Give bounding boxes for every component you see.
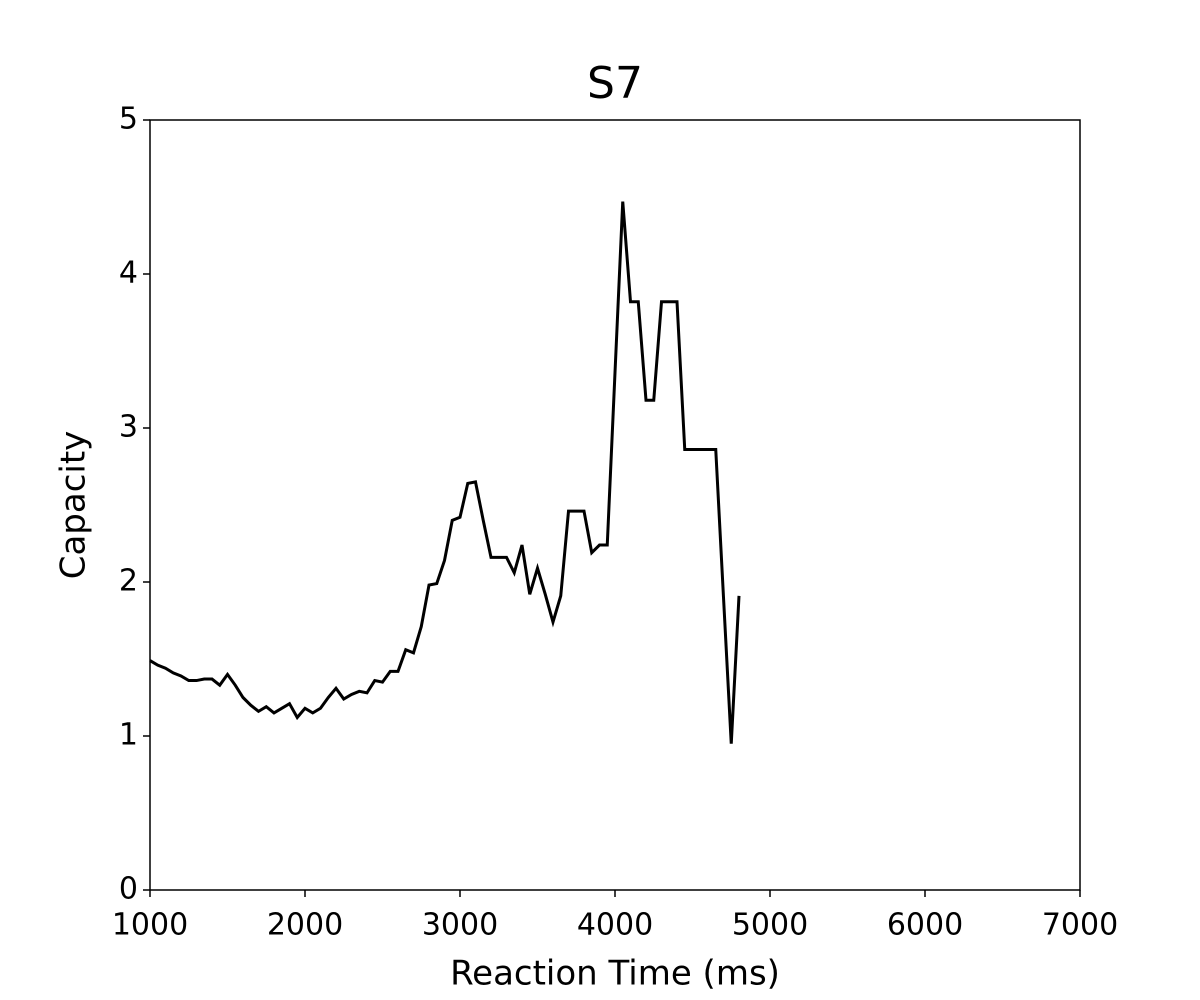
- y-tick-label: 4: [119, 256, 138, 291]
- x-tick-label: 4000: [577, 908, 653, 943]
- y-tick-label: 1: [119, 718, 138, 753]
- y-tick-label: 5: [119, 102, 138, 137]
- x-tick-label: 7000: [1042, 908, 1118, 943]
- x-tick-label: 1000: [112, 908, 188, 943]
- plot-frame: [149, 119, 1081, 891]
- x-tick-label: 3000: [422, 908, 498, 943]
- y-tick-label: 2: [119, 564, 138, 599]
- y-tick-label: 3: [119, 410, 138, 445]
- data-line: [149, 201, 741, 744]
- y-tick-label: 0: [119, 872, 138, 907]
- chart-title: S7: [587, 58, 643, 109]
- x-tick-label: 6000: [887, 908, 963, 943]
- x-tick-label: 2000: [267, 908, 343, 943]
- y-axis-label: Capacity: [54, 431, 94, 580]
- x-axis-label: Reaction Time (ms): [450, 954, 780, 994]
- x-tick-label: 5000: [732, 908, 808, 943]
